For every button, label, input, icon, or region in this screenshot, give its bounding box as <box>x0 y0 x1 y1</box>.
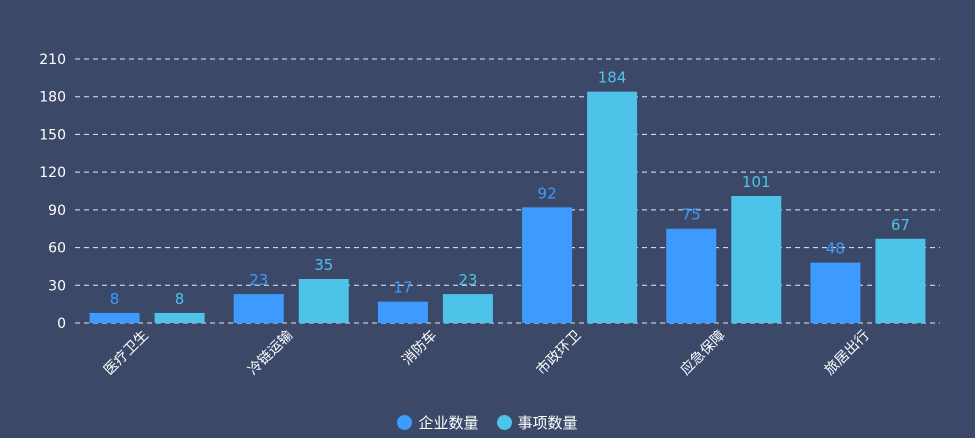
data-label: 35 <box>314 256 333 274</box>
data-label: 23 <box>458 271 477 289</box>
bar-series-1 <box>875 238 926 323</box>
x-tick-label: 消防车 <box>399 327 441 369</box>
x-tick-label: 应急保障 <box>677 327 729 379</box>
legend-item-series-0[interactable]: 企业数量 <box>397 412 479 433</box>
y-tick-label: 90 <box>48 203 66 219</box>
bar-series-0 <box>89 312 140 323</box>
data-label: 8 <box>175 290 185 308</box>
bar-series-0 <box>377 301 428 323</box>
data-label: 184 <box>598 69 627 87</box>
y-tick-label: 120 <box>39 165 66 181</box>
bar-series-1 <box>587 91 638 323</box>
data-label: 48 <box>826 240 845 258</box>
data-label: 101 <box>742 173 771 191</box>
x-tick-label: 旅居出行 <box>822 328 873 379</box>
bar-series-1 <box>154 312 205 323</box>
data-label: 23 <box>249 271 268 289</box>
data-label: 92 <box>538 184 557 202</box>
legend-marker-series-1 <box>496 415 512 430</box>
y-tick-label: 30 <box>48 278 66 294</box>
data-label: 8 <box>110 290 120 308</box>
legend-item-series-1[interactable]: 事项数量 <box>496 412 578 433</box>
legend-marker-series-0 <box>397 415 413 430</box>
y-tick-label: 210 <box>39 52 66 68</box>
y-tick-label: 180 <box>39 90 66 106</box>
bar-series-0 <box>233 294 284 323</box>
y-tick-label: 60 <box>48 241 66 257</box>
y-tick-label: 150 <box>39 127 66 143</box>
bar-series-0 <box>810 262 861 323</box>
bar-series-0 <box>666 228 717 323</box>
legend-label-series-0: 企业数量 <box>418 414 479 432</box>
legend: 企业数量 事项数量 <box>0 412 975 433</box>
legend-label-series-1: 事项数量 <box>517 414 578 432</box>
x-tick-label: 市政环卫 <box>533 327 585 379</box>
bar-series-0 <box>522 207 573 323</box>
data-label: 17 <box>393 279 412 297</box>
data-label: 75 <box>682 206 701 224</box>
bar-series-1 <box>298 279 349 323</box>
bar-series-1 <box>442 294 493 323</box>
x-tick-label: 医疗卫生 <box>101 328 152 379</box>
x-tick-label: 冷链运输 <box>245 328 296 379</box>
bar-series-1 <box>731 196 782 323</box>
y-tick-label: 0 <box>57 316 66 332</box>
data-label: 67 <box>891 216 910 234</box>
